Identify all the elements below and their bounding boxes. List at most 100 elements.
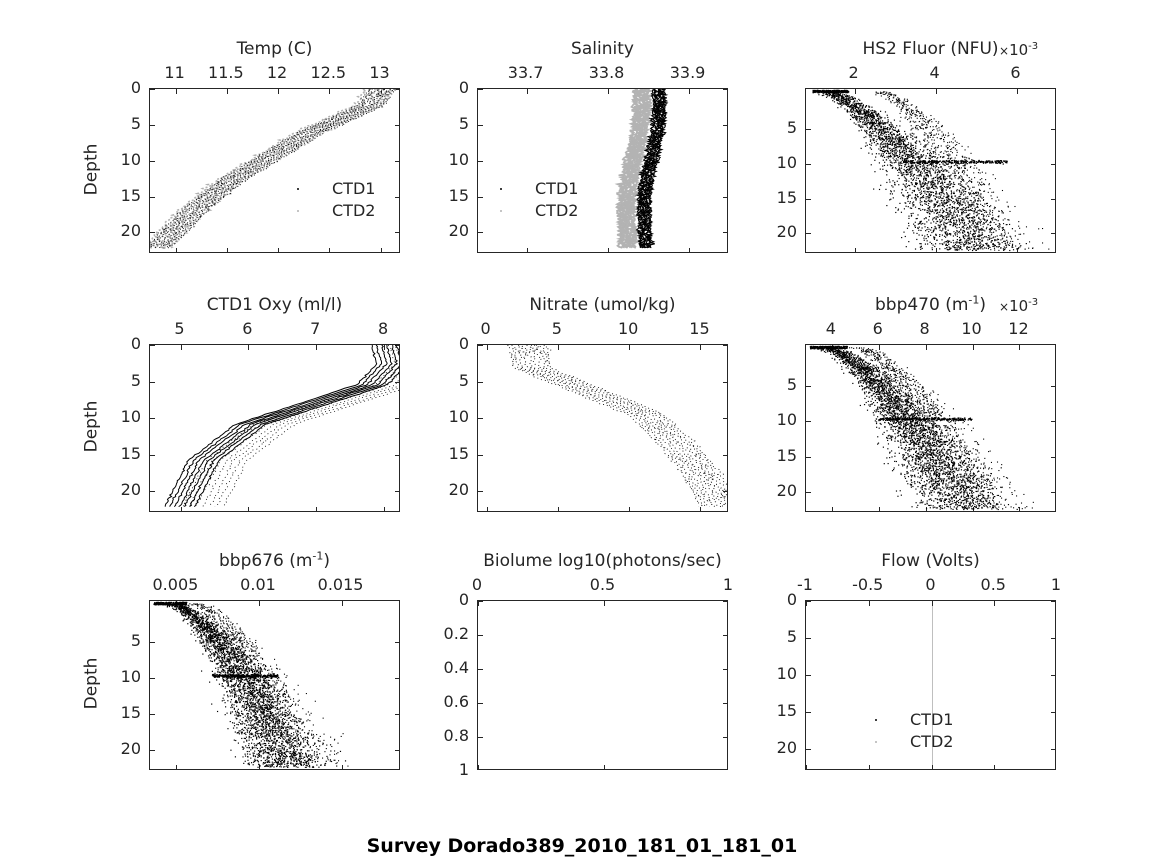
ytick-flow-0	[1051, 601, 1055, 602]
panel-temp: Temp (C) 11 11.5 12 12.5 13 0 5 10 15 20 Depth CTD1 C…	[29, 28, 420, 273]
ytick-hs2fluor-0	[1051, 129, 1055, 130]
xtick-biolume-1	[604, 765, 605, 769]
ytick-bbp676-0	[150, 642, 155, 643]
legend-marker-flow-ctd2	[875, 741, 877, 743]
ytick-label-bbp676-2: 15	[120, 702, 141, 722]
xtick-flow-1	[869, 601, 870, 606]
xtick-salinity-1	[608, 248, 609, 252]
ytick-flow-1	[1051, 638, 1055, 639]
panel-hs2fluor: HS2 Fluor (NFU) ×10-3 2 4 6 5 10 15 20	[685, 28, 1076, 273]
legend-marker-temp-ctd1	[297, 188, 299, 190]
xtick-label-biolume-0: 0	[471, 575, 483, 594]
xtick-label-bbp470-2: 8	[919, 319, 930, 338]
ytick-label-oxy-3: 15	[120, 443, 141, 463]
ytick-label-hs2fluor-0: 5	[786, 118, 797, 138]
y-axis-label-bbp676: Depth	[81, 657, 102, 710]
xtick-salinity-1	[608, 89, 609, 94]
ytick-flow-3	[806, 712, 811, 713]
ytick-biolume-1	[723, 635, 727, 636]
ytick-oxy-4	[395, 491, 399, 492]
xtick-label-bbp676-2: 0.015	[317, 575, 364, 594]
xtick-salinity-2	[689, 89, 690, 94]
legend-marker-salinity-ctd1	[500, 188, 502, 190]
xtick-label-flow-0: -1	[797, 575, 813, 594]
xtick-biolume-0	[478, 601, 479, 606]
xtick-nitrate-0	[487, 345, 488, 350]
data-layer-nitrate	[506, 345, 727, 508]
xtick-label-oxy-3: 8	[377, 319, 389, 338]
ytick-salinity-4	[478, 232, 483, 233]
ytick-label-biolume-2: 0.4	[443, 658, 469, 677]
legend-marker-salinity-ctd2	[500, 210, 502, 212]
xtick-label-bbp676-1: 0.01	[240, 575, 276, 594]
ytick-salinity-3	[478, 197, 483, 198]
ytick-nitrate-4	[478, 491, 483, 492]
ytick-oxy-3	[150, 455, 155, 456]
ytick-temp-3	[150, 197, 155, 198]
ytick-label-temp-3: 15	[120, 185, 141, 205]
ytick-temp-2	[395, 161, 399, 162]
ytick-label-flow-1: 5	[786, 626, 797, 646]
ytick-temp-4	[150, 232, 155, 233]
xtick-nitrate-2	[629, 507, 630, 511]
xtick-hs2fluor-1	[936, 89, 937, 94]
ytick-oxy-3	[395, 455, 399, 456]
ytick-flow-3	[1051, 712, 1055, 713]
ytick-label-bbp470-3: 20	[776, 480, 797, 500]
ytick-salinity-0	[723, 89, 727, 90]
ytick-bbp470-0	[1051, 386, 1055, 387]
survey-title: Survey Dorado389_2010_181_01_181_01	[366, 835, 798, 857]
ytick-nitrate-2	[723, 418, 727, 419]
ytick-bbp676-2	[395, 714, 399, 715]
ytick-biolume-4	[723, 737, 727, 738]
ytick-nitrate-3	[723, 455, 727, 456]
xtick-flow-0	[806, 765, 807, 769]
xtick-nitrate-1	[558, 507, 559, 511]
xtick-temp-4	[381, 248, 382, 252]
ytick-label-flow-2: 10	[776, 663, 797, 683]
ytick-label-nitrate-2: 10	[448, 407, 469, 427]
axes-title-nitrate: Nitrate (umol/kg)	[529, 295, 676, 315]
ytick-flow-4	[1051, 749, 1055, 750]
plot-area-bbp470	[805, 344, 1056, 512]
ytick-hs2fluor-1	[806, 164, 811, 165]
axes-title-oxy: CTD1 Oxy (ml/l)	[206, 295, 343, 315]
axes-title-biolume: Biolume log10(photons/sec)	[483, 551, 722, 571]
ytick-bbp676-3	[150, 750, 155, 751]
xtick-label-flow-4: 1	[1050, 575, 1062, 594]
ytick-flow-1	[806, 638, 811, 639]
xtick-bbp676-0	[176, 765, 177, 769]
xtick-oxy-0	[181, 507, 182, 511]
xtick-salinity-0	[527, 248, 528, 252]
ytick-oxy-2	[150, 418, 155, 419]
plot-area-nitrate	[477, 344, 728, 512]
ytick-nitrate-0	[478, 345, 483, 346]
xtick-oxy-2	[316, 345, 317, 350]
xtick-label-temp-1: 11.5	[208, 63, 244, 82]
axes-title-bbp676: bbp676 (m-1)	[218, 549, 331, 571]
ytick-flow-2	[1051, 675, 1055, 676]
panel-oxy: CTD1 Oxy (ml/l) 5 6 7 8 0 5 10 15 20 Depth	[29, 284, 420, 532]
xtick-label-temp-2: 12	[266, 63, 288, 82]
xtick-label-flow-1: -0.5	[852, 575, 884, 594]
xtick-label-temp-4: 13	[369, 63, 390, 82]
ytick-label-biolume-5: 1	[458, 760, 469, 779]
xtick-label-salinity-0: 33.7	[507, 63, 544, 82]
ytick-label-bbp676-1: 10	[120, 667, 141, 687]
ytick-oxy-2	[395, 418, 399, 419]
plot-area-oxy	[149, 344, 400, 512]
ytick-oxy-0	[150, 345, 155, 346]
xtick-label-temp-0: 11	[164, 63, 185, 82]
data-layer-salinity	[614, 89, 669, 249]
ytick-flow-0	[806, 601, 811, 602]
ytick-label-bbp470-2: 15	[776, 445, 797, 465]
xtick-bbp470-4	[1019, 345, 1020, 350]
xtick-nitrate-1	[558, 345, 559, 350]
panel-flow: Flow (Volts) -1 -0.5 0 0.5 1 0 5 10 15 20 CTD1 CTD2	[685, 540, 1076, 790]
ytick-hs2fluor-1	[1051, 164, 1055, 165]
data-layer-bbp470	[809, 345, 1034, 511]
ytick-hs2fluor-0	[806, 129, 811, 130]
ytick-label-biolume-1: 0.2	[443, 624, 469, 643]
xtick-bbp470-3	[973, 345, 974, 350]
xtick-label-nitrate-0: 0	[480, 319, 491, 338]
